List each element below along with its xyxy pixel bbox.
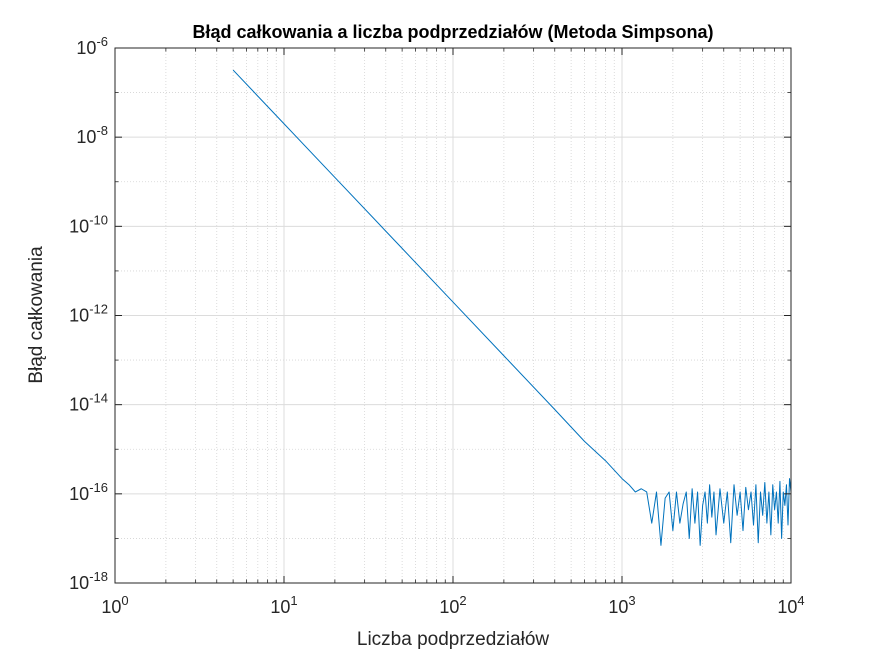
series-layer [232, 69, 792, 546]
tick-marks [114, 47, 792, 584]
x-tick-label: 104 [777, 593, 804, 617]
y-tick-label: 10-6 [76, 34, 108, 58]
x-tick-label: 102 [439, 593, 466, 617]
y-tick-label: 10-16 [69, 480, 108, 504]
y-tick-label: 10-12 [69, 302, 108, 326]
y-tick-label: 10-18 [69, 569, 108, 593]
x-tick-label: 100 [101, 593, 128, 617]
y-tick-label: 10-10 [69, 212, 108, 236]
chart-title: Błąd całkowania a liczba podprzedziałów … [192, 22, 713, 42]
y-axis-label: Błąd całkowania [26, 246, 47, 384]
y-tick-labels: 10-6 10-8 10-10 10-12 10-14 10-16 10-18 [69, 34, 108, 593]
x-tick-label: 103 [608, 593, 635, 617]
series-line [232, 69, 792, 546]
x-tick-labels: 100 101 102 103 104 [101, 593, 804, 617]
y-tick-label: 10-8 [76, 123, 108, 147]
x-axis-label: Liczba podprzedziałów [357, 629, 550, 650]
x-tick-label: 101 [270, 593, 297, 617]
y-tick-label: 10-14 [69, 391, 108, 415]
